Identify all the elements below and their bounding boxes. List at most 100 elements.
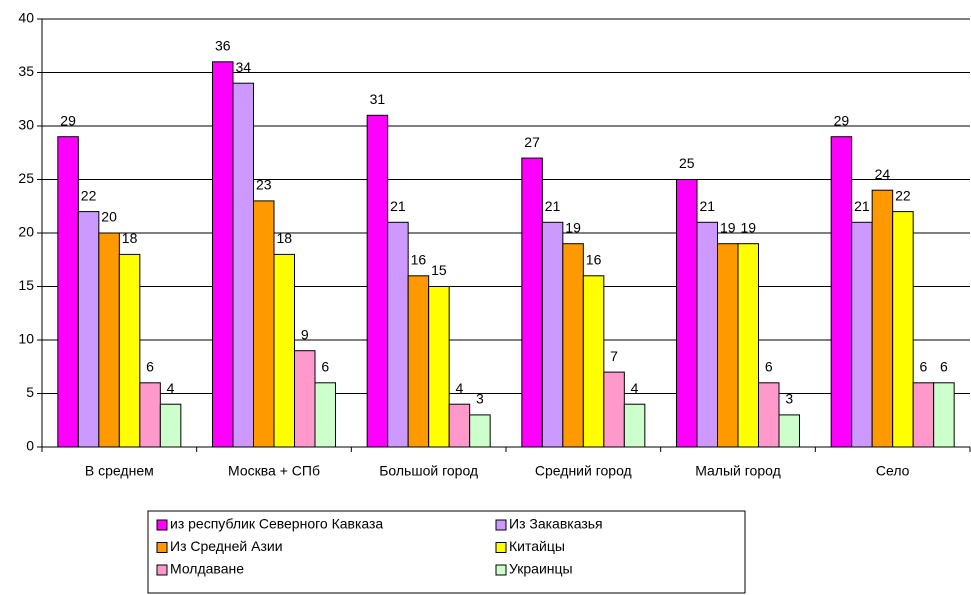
data-label: 18 <box>122 230 138 246</box>
data-label: 27 <box>524 134 540 150</box>
y-tick-label: 0 <box>26 438 34 454</box>
bar <box>159 403 182 448</box>
legend-label: Украинцы <box>509 561 573 577</box>
data-label: 29 <box>834 112 850 128</box>
bar <box>387 221 409 448</box>
bar <box>758 382 780 448</box>
bar <box>407 275 430 448</box>
legend-swatch <box>495 519 507 531</box>
legend-swatch <box>495 564 507 576</box>
data-label: 23 <box>256 177 272 193</box>
data-label: 4 <box>456 380 464 396</box>
data-label: 6 <box>920 359 928 375</box>
bar <box>778 414 800 448</box>
bar <box>623 403 646 448</box>
y-tick-label: 35 <box>18 63 34 79</box>
data-label: 29 <box>60 112 76 128</box>
x-tick-label: В среднем <box>85 463 154 479</box>
data-label: 20 <box>101 209 117 225</box>
y-tick-label: 5 <box>26 384 34 400</box>
legend-label: Китайцы <box>509 538 565 554</box>
bar <box>98 232 120 448</box>
data-label: 3 <box>785 391 793 407</box>
bar <box>912 382 935 448</box>
bar <box>892 211 914 448</box>
x-tick-label: Средний город <box>535 463 632 479</box>
data-label: 9 <box>301 326 309 342</box>
bar <box>851 221 873 448</box>
bar <box>253 200 275 448</box>
bar <box>428 286 450 448</box>
bar <box>676 179 698 448</box>
data-label: 19 <box>720 219 736 235</box>
data-label: 16 <box>411 252 427 268</box>
y-tick-label: 15 <box>18 277 34 293</box>
data-label: 36 <box>215 38 231 54</box>
x-tick-label: Москва + СПб <box>228 463 320 479</box>
bar <box>273 253 295 448</box>
data-label: 19 <box>565 219 581 235</box>
bar <box>212 61 234 448</box>
data-label: 6 <box>765 359 773 375</box>
bar <box>139 382 161 448</box>
data-label: 18 <box>276 230 292 246</box>
legend-swatch <box>495 542 507 553</box>
legend-label: Из Закавказья <box>509 516 603 532</box>
y-tick-label: 20 <box>18 224 34 240</box>
bar <box>737 243 759 448</box>
bar <box>562 243 584 448</box>
legend-swatch <box>156 564 168 576</box>
bar <box>366 114 389 448</box>
data-label: 25 <box>679 155 695 171</box>
data-label: 21 <box>699 198 715 214</box>
bar <box>448 403 471 448</box>
data-label: 7 <box>610 348 618 364</box>
data-label: 22 <box>895 187 911 203</box>
bar <box>541 221 564 448</box>
data-label: 6 <box>321 359 329 375</box>
legend-swatch <box>156 519 168 531</box>
legend-box <box>147 510 746 594</box>
bar <box>933 382 955 448</box>
y-tick-label: 10 <box>18 331 34 347</box>
legend-label: Молдаване <box>170 561 244 577</box>
legend-label: Из Средней Азии <box>170 538 283 554</box>
data-label: 21 <box>545 198 561 214</box>
bar <box>118 253 141 448</box>
x-tick-label: Большой город <box>379 463 478 479</box>
bar <box>57 136 79 448</box>
bar <box>871 189 894 448</box>
data-label: 24 <box>875 166 891 182</box>
y-tick-label: 40 <box>18 10 34 26</box>
bar <box>469 414 491 448</box>
data-label: 22 <box>81 187 97 203</box>
bar <box>696 221 718 448</box>
data-label: 31 <box>370 91 386 107</box>
data-label: 21 <box>854 198 870 214</box>
x-tick-label: Малый город <box>695 463 781 479</box>
data-label: 4 <box>631 380 639 396</box>
legend-label: из республик Северного Кавказа <box>170 516 383 532</box>
bar <box>294 350 316 448</box>
bar <box>582 275 605 448</box>
data-label: 21 <box>390 198 406 214</box>
data-label: 6 <box>940 359 948 375</box>
data-label: 4 <box>167 380 175 396</box>
y-tick-label: 25 <box>18 170 34 186</box>
data-label: 19 <box>740 219 756 235</box>
bar <box>77 211 100 448</box>
bar <box>717 243 739 448</box>
data-label: 6 <box>146 359 154 375</box>
bar <box>232 82 254 448</box>
bar <box>521 157 543 448</box>
bar <box>830 136 853 448</box>
bar <box>603 371 625 448</box>
legend-swatch <box>156 542 168 553</box>
x-tick-label: Село <box>876 463 910 479</box>
data-label: 34 <box>235 59 251 75</box>
data-label: 3 <box>476 391 484 407</box>
y-tick-label: 30 <box>18 117 34 133</box>
data-label: 15 <box>431 262 447 278</box>
data-label: 16 <box>586 252 602 268</box>
